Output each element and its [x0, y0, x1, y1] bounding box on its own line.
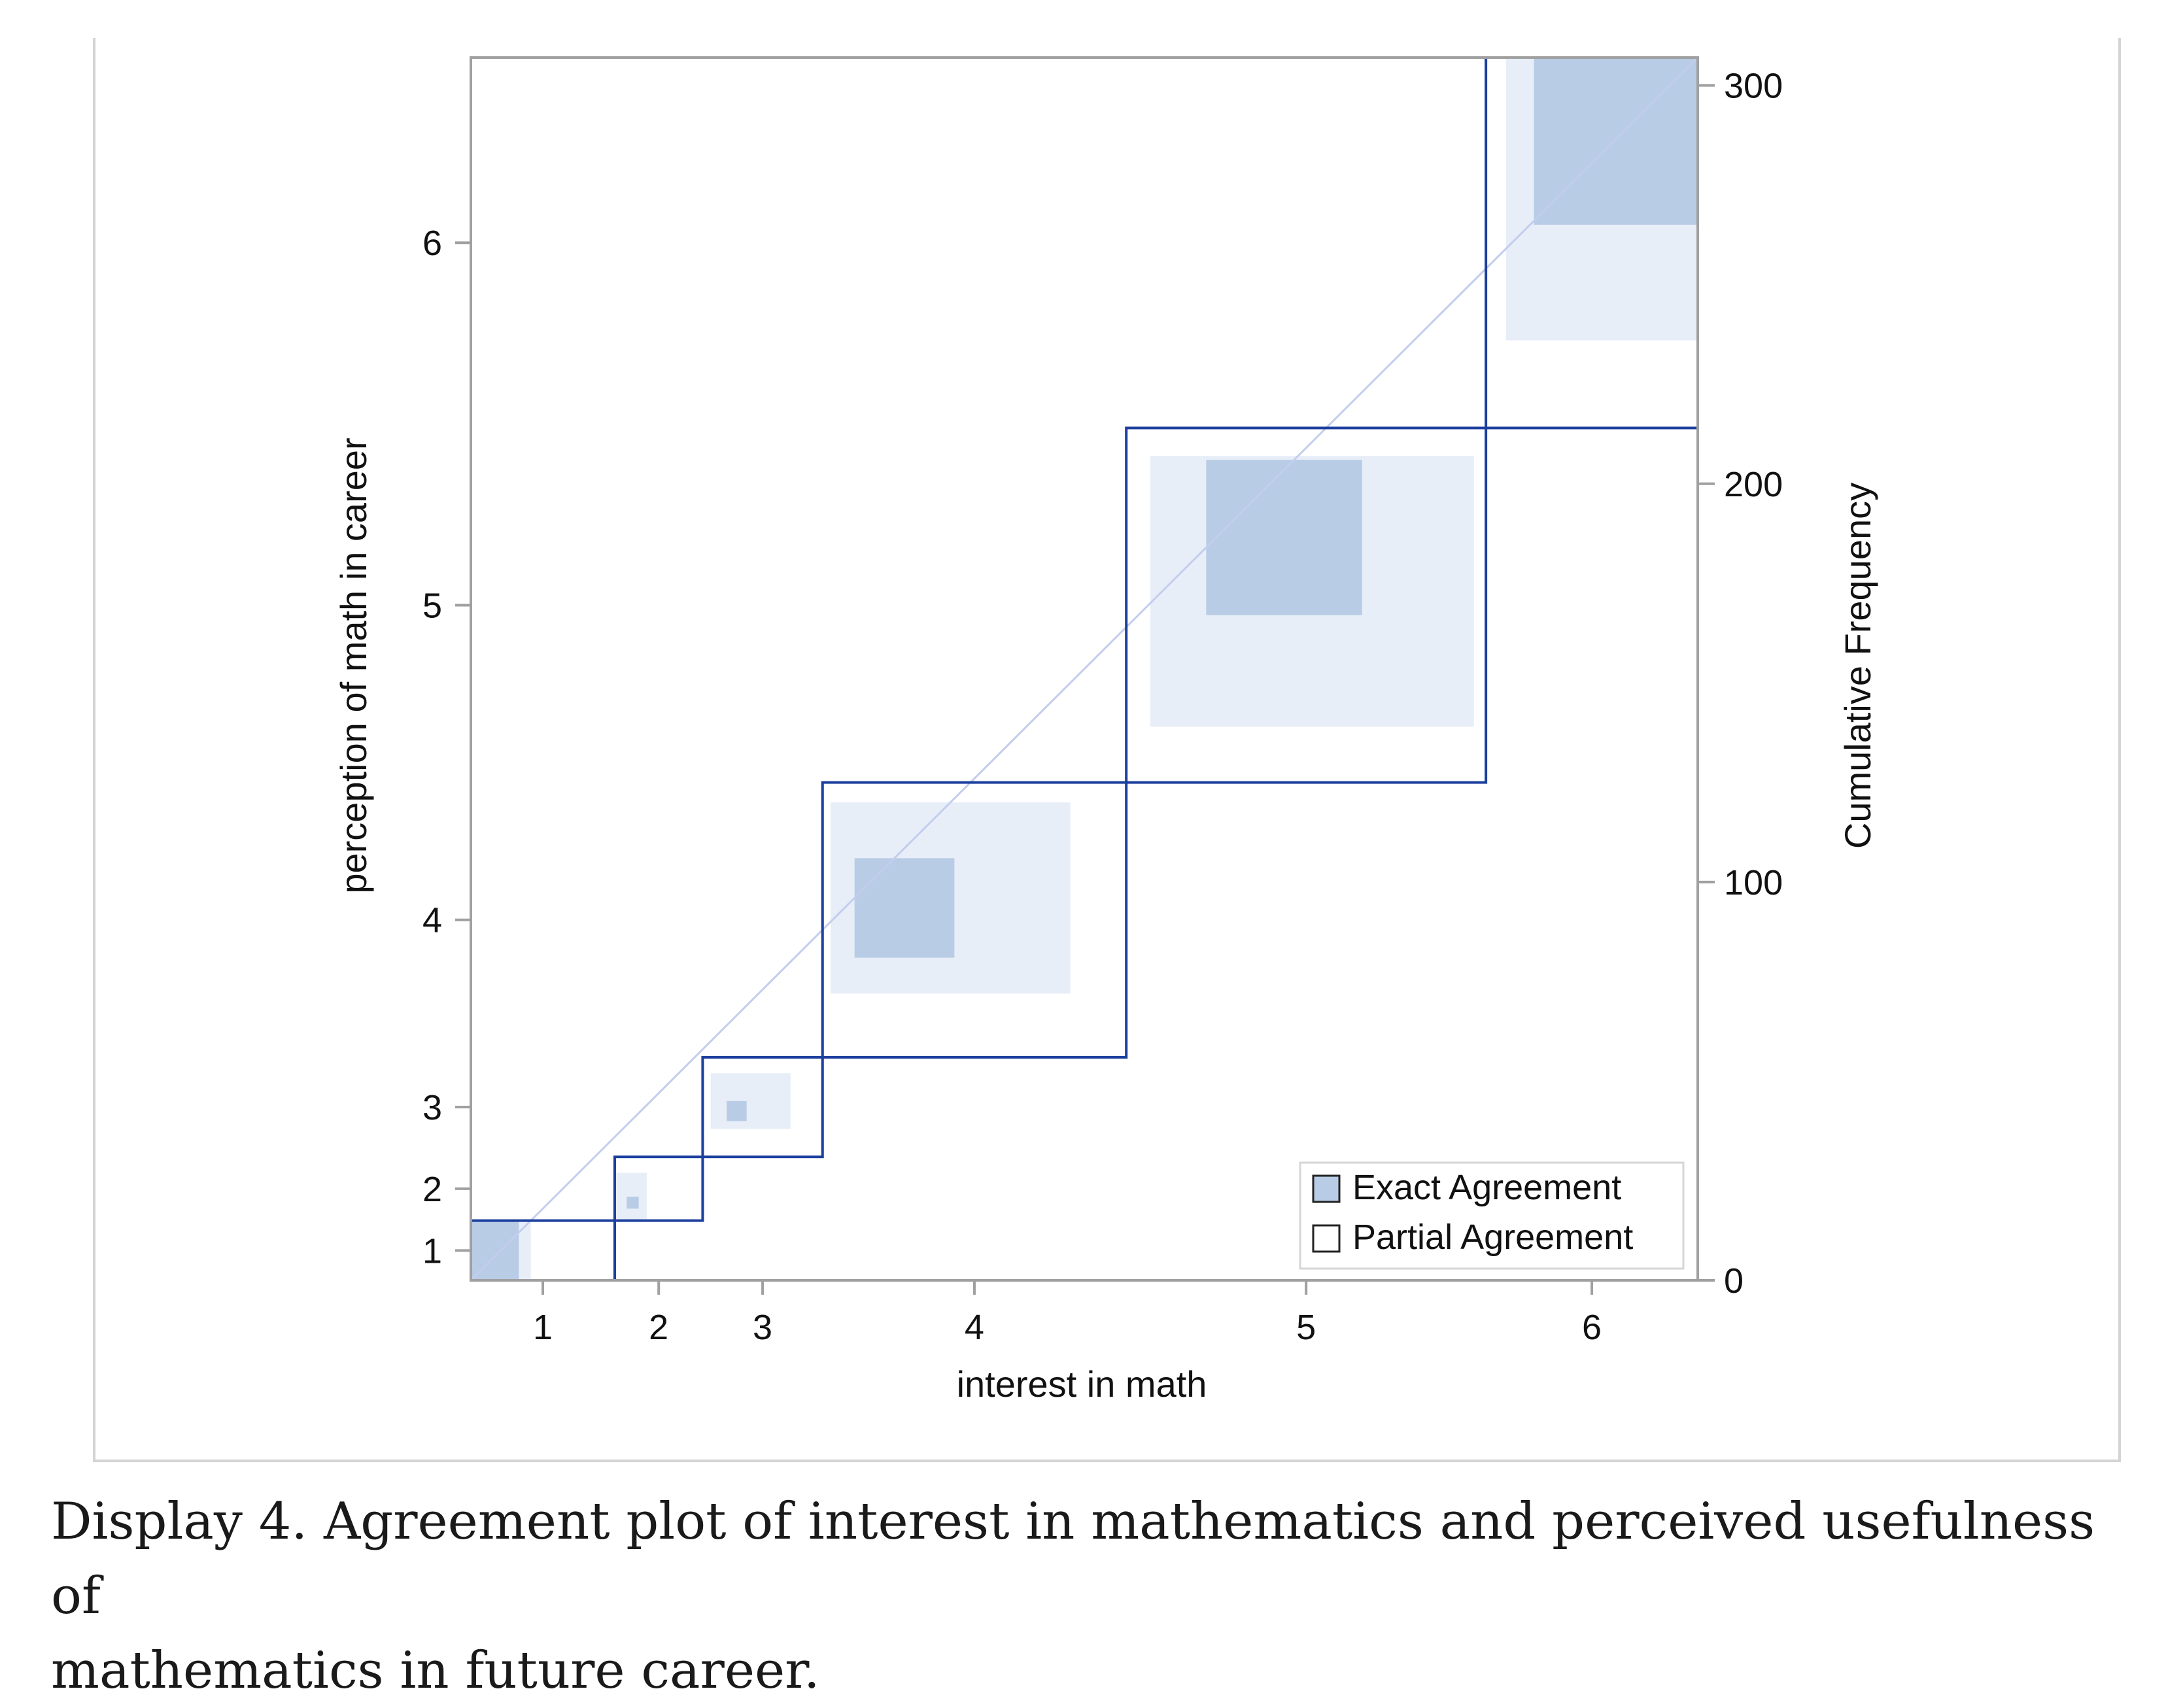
axes [470, 56, 1699, 1282]
caption-line-2: mathematics in future career. [51, 1641, 820, 1700]
ticks: 1 2 3 4 5 6 1 2 3 4 5 6 0 100 200 300 [422, 67, 1783, 1347]
figure-caption: Display 4. Agreement plot of interest in… [51, 1484, 2118, 1708]
exact-agreement-rect-3 [727, 1101, 747, 1121]
y2-tick-label-300: 300 [1724, 67, 1783, 106]
x-tick-label-4: 4 [965, 1308, 984, 1347]
x-tick-label-6: 6 [1582, 1308, 1602, 1347]
caption-line-1: Display 4. Agreement plot of interest in… [51, 1492, 2095, 1626]
y-tick-label-2: 2 [422, 1170, 442, 1209]
observed-box-2 [613, 1155, 704, 1222]
y2-tick-label-100: 100 [1724, 863, 1783, 902]
y-tick-label-5: 5 [422, 587, 442, 626]
y2-tick-label-0: 0 [1724, 1261, 1744, 1301]
x-tick-label-2: 2 [649, 1308, 668, 1347]
figure-frame [93, 38, 2121, 1462]
plot-border [470, 56, 1699, 1282]
exact-agreement-rect-5 [1206, 460, 1362, 615]
agreement-plot: 1 2 3 4 5 6 1 2 3 4 5 6 0 100 200 300 Exact Agreement Pa… [333, 56, 1878, 1405]
y2-tick-label-200: 200 [1724, 465, 1783, 504]
diagonal-line [470, 56, 1699, 1282]
observed-box-3 [701, 1055, 824, 1159]
y2-axis-label: Cumulative Frequency [1837, 483, 1878, 849]
legend-label-exact: Exact Agreement [1352, 1168, 1621, 1207]
exact-agreement-rect-2 [627, 1197, 639, 1209]
y-tick-label-1: 1 [422, 1231, 442, 1271]
observed-box-4 [821, 781, 1128, 1059]
y-tick-label-4: 4 [422, 901, 442, 940]
x-tick-label-5: 5 [1296, 1308, 1316, 1347]
exact-agreement-rect-1 [471, 1220, 519, 1280]
legend-swatch-exact [1312, 1174, 1341, 1203]
legend-box [1299, 1161, 1685, 1270]
x-tick-label-3: 3 [753, 1308, 772, 1347]
x-axis-label: interest in math [957, 1363, 1207, 1405]
y-axis-label: perception of math in career [333, 437, 374, 893]
legend-label-partial: Partial Agreement [1352, 1218, 1633, 1257]
y-tick-label-6: 6 [422, 224, 442, 263]
observed-box-5 [1125, 426, 1488, 784]
legend-swatch-partial [1312, 1224, 1341, 1253]
legend: Exact Agreement Partial Agreement [1299, 1161, 1685, 1270]
exact-agreement-rect-4 [854, 858, 955, 958]
y-tick-label-3: 3 [422, 1088, 442, 1127]
diagonal-reference-line [470, 56, 1699, 1282]
partial-agreement-rect-3 [710, 1073, 791, 1129]
x-tick-label-1: 1 [533, 1308, 553, 1347]
